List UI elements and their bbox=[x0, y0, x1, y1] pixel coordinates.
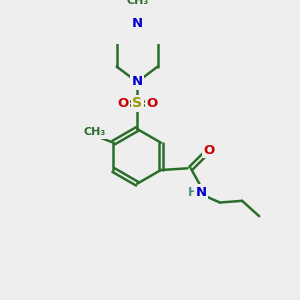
Text: O: O bbox=[203, 144, 214, 157]
Text: H: H bbox=[188, 186, 197, 199]
Text: O: O bbox=[117, 97, 128, 110]
Text: O: O bbox=[146, 97, 157, 110]
Text: CH₃: CH₃ bbox=[83, 128, 106, 137]
Text: CH₃: CH₃ bbox=[126, 0, 148, 6]
Text: N: N bbox=[132, 76, 143, 88]
Text: N: N bbox=[132, 17, 143, 30]
Text: S: S bbox=[132, 96, 142, 110]
Text: N: N bbox=[196, 186, 207, 199]
